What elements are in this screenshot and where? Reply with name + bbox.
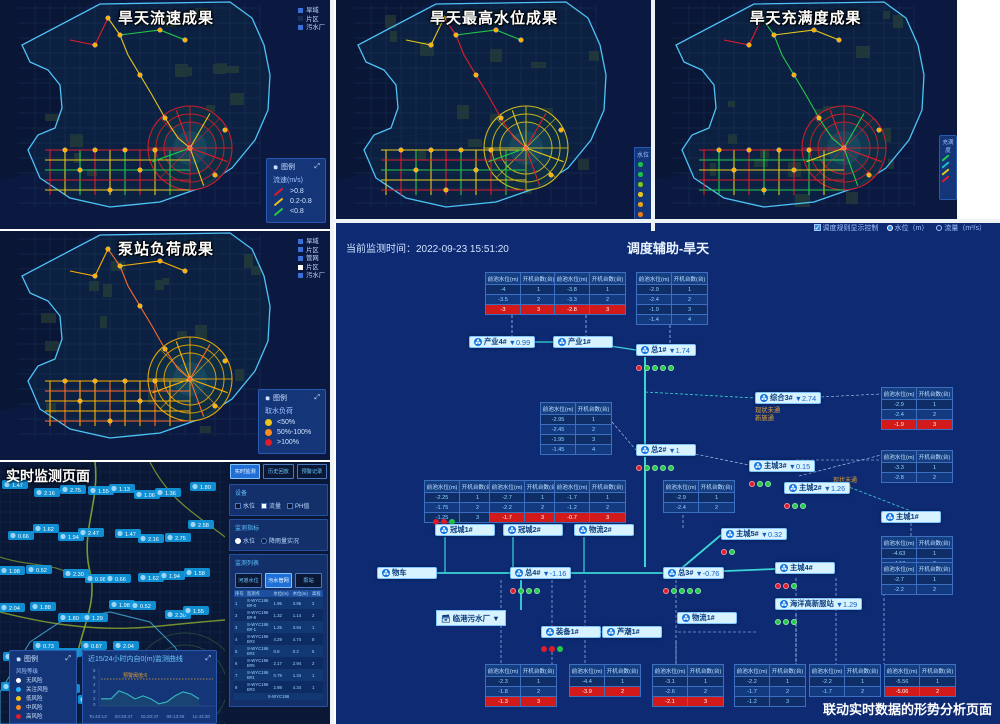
svg-text:4: 4: [93, 682, 96, 687]
svg-text:1.58: 1.58: [194, 571, 205, 577]
svg-text:预警阈值:6: 预警阈值:6: [123, 672, 147, 679]
svg-text:2.75: 2.75: [175, 536, 186, 542]
svg-text:1.55: 1.55: [193, 609, 204, 615]
svg-text:0: 0: [93, 702, 96, 707]
svg-text:3: 3: [93, 689, 96, 694]
svg-text:2.58: 2.58: [198, 523, 209, 529]
svg-text:1.47: 1.47: [125, 532, 136, 538]
svg-text:2.47: 2.47: [88, 531, 99, 537]
svg-text:1.98: 1.98: [9, 569, 20, 575]
svg-text:1.62: 1.62: [148, 576, 159, 582]
svg-text:1.36: 1.36: [165, 491, 176, 497]
svg-text:2.30: 2.30: [73, 572, 84, 578]
svg-text:5: 5: [93, 675, 96, 680]
svg-text:2.75: 2.75: [70, 488, 81, 494]
svg-text:1.80: 1.80: [68, 616, 79, 622]
svg-text:0.66: 0.66: [115, 577, 126, 583]
svg-text:2.04: 2.04: [9, 606, 20, 612]
svg-text:1.13: 1.13: [119, 487, 130, 493]
svg-text:2.16: 2.16: [44, 491, 55, 497]
svg-text:0.98: 0.98: [95, 577, 106, 583]
svg-text:1.98: 1.98: [119, 603, 130, 609]
svg-text:1.29: 1.29: [92, 616, 103, 622]
svg-text:6: 6: [93, 668, 96, 673]
svg-text:1.55: 1.55: [98, 489, 109, 495]
svg-text:1.88: 1.88: [40, 605, 51, 611]
svg-text:1.06: 1.06: [144, 493, 155, 499]
svg-text:1.62: 1.62: [43, 527, 54, 533]
svg-text:1.94: 1.94: [68, 535, 79, 541]
svg-text:0.52: 0.52: [36, 568, 47, 574]
svg-text:2: 2: [93, 696, 96, 701]
svg-text:0.52: 0.52: [140, 604, 151, 610]
svg-text:0.66: 0.66: [18, 534, 29, 540]
svg-text:2.16: 2.16: [148, 537, 159, 543]
svg-text:1.80: 1.80: [200, 485, 211, 491]
svg-text:1.94: 1.94: [169, 574, 180, 580]
